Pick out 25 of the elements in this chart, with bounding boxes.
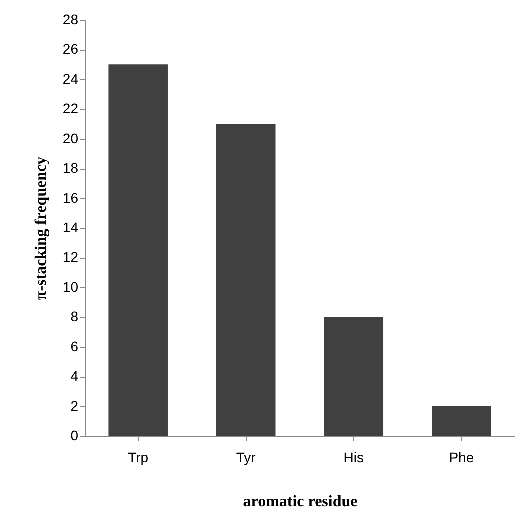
bar: [432, 406, 492, 436]
y-tick-label: 20: [62, 130, 79, 146]
y-axis-title: π-stacking frequency: [32, 156, 50, 300]
x-tick-label: His: [344, 450, 364, 466]
y-tick-label: 8: [70, 308, 79, 325]
bar: [216, 124, 276, 436]
y-tick-label: 12: [62, 249, 79, 266]
bar: [324, 317, 384, 436]
y-tick-label: 22: [62, 100, 79, 117]
y-tick-label: 18: [62, 160, 79, 176]
y-tick-label: 26: [62, 41, 79, 58]
y-tick-label: 4: [70, 368, 79, 384]
y-tick-label: 0: [70, 428, 79, 444]
y-tick-label: 10: [62, 278, 79, 295]
y-tick-label: 24: [62, 70, 79, 87]
y-tick-label: 28: [62, 12, 79, 28]
x-axis-title: aromatic residue: [243, 494, 358, 510]
x-tick-label: Phe: [449, 450, 474, 466]
x-tick-label: Tyr: [236, 450, 256, 466]
x-tick-label: Trp: [128, 450, 149, 466]
y-tick-label: 6: [70, 338, 79, 354]
bar: [108, 64, 168, 436]
y-tick-label: 14: [62, 220, 79, 236]
y-tick-label: 2: [70, 398, 79, 414]
y-tick-label: 16: [62, 190, 79, 206]
